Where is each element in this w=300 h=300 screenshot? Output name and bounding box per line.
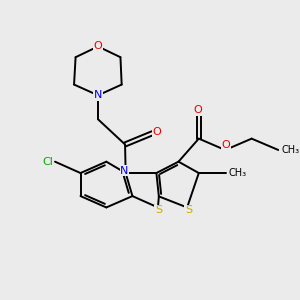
Text: S: S — [155, 205, 162, 215]
Text: N: N — [120, 166, 128, 176]
Text: O: O — [94, 41, 102, 52]
Text: CH₃: CH₃ — [282, 145, 300, 155]
Text: N: N — [94, 90, 102, 100]
Text: O: O — [194, 105, 203, 115]
Text: Cl: Cl — [43, 157, 53, 167]
Text: O: O — [221, 140, 230, 150]
Text: O: O — [152, 127, 161, 137]
Text: CH₃: CH₃ — [229, 168, 247, 178]
Text: S: S — [185, 205, 192, 215]
